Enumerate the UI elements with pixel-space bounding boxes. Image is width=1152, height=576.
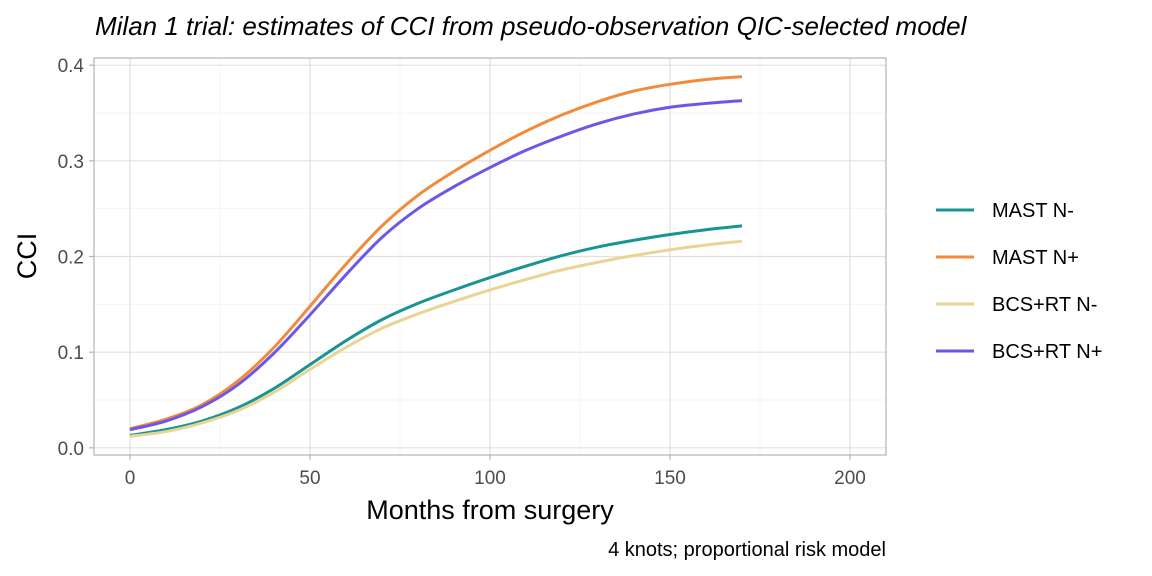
x-tick-label: 150 (654, 468, 686, 489)
y-tick-label: 0.2 (58, 248, 84, 269)
series-line-bcs-rt-n (129, 99, 743, 432)
x-tick-label: 0 (125, 468, 136, 489)
x-tick-label: 50 (299, 468, 320, 489)
chart-title: Milan 1 trial: estimates of CCI from pse… (95, 11, 968, 41)
legend-label-mast-n: MAST N- (992, 200, 1074, 222)
legend: MAST N- MAST N+ BCS+RT N- BCS+RT N+ (936, 200, 1102, 363)
series-line-mast-n (129, 75, 743, 431)
legend-label-mast-n: MAST N+ (992, 247, 1079, 269)
x-tick-label: 200 (834, 468, 866, 489)
major-gridlines (94, 58, 886, 455)
series-line-bcs-rt-n (129, 239, 743, 438)
y-axis-ticks: 0.0 0.1 0.2 0.3 0.4 (58, 56, 94, 460)
legend-label-bcs-rt-n: BCS+RT N+ (992, 341, 1102, 363)
x-axis-title: Months from surgery (366, 495, 614, 525)
y-tick-label: 0.4 (58, 56, 85, 77)
x-tick-label: 100 (474, 468, 506, 489)
y-tick-label: 0.3 (58, 152, 84, 173)
y-tick-label: 0.0 (58, 439, 84, 460)
series-line-mast-n (129, 224, 743, 437)
chart-caption: 4 knots; proportional risk model (608, 539, 886, 561)
series-lines (129, 75, 743, 438)
legend-label-bcs-rt-n: BCS+RT N- (992, 294, 1097, 316)
y-tick-label: 0.1 (58, 343, 84, 364)
x-axis-ticks: 0 50 100 150 200 (125, 455, 866, 489)
y-axis-title: CCI (12, 233, 42, 280)
